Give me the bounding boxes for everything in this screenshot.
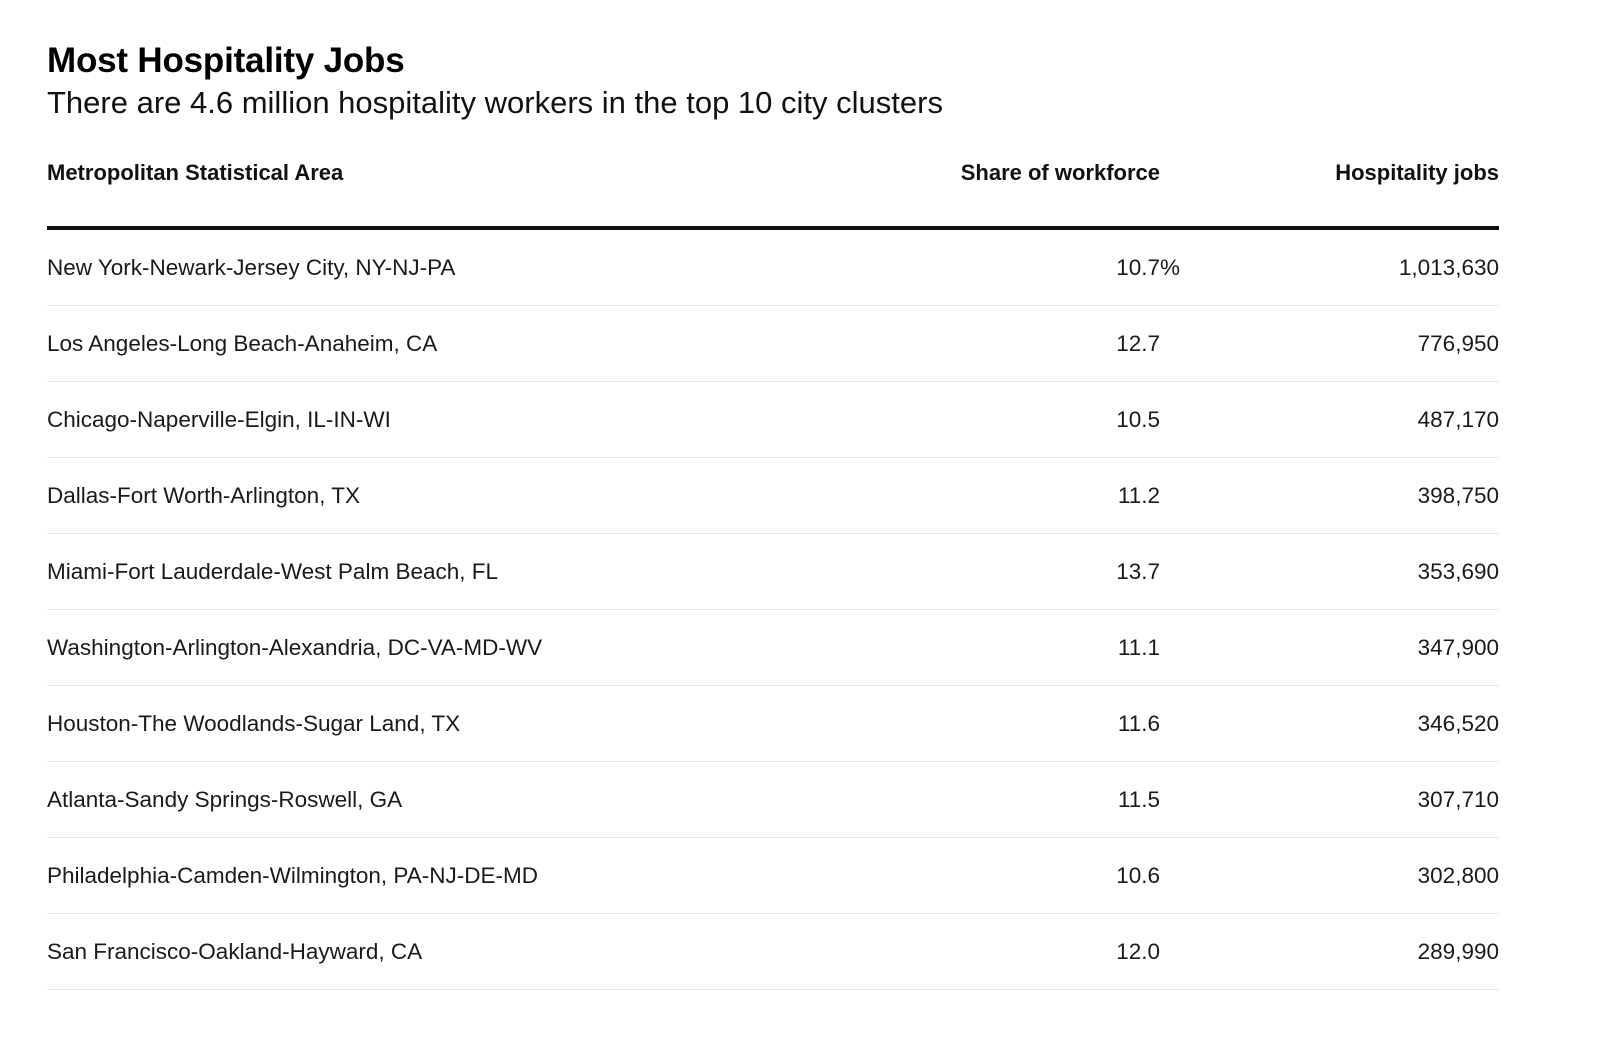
cell-share-value: 11.5 [1117,786,1160,812]
cell-area: Miami-Fort Lauderdale-West Palm Beach, F… [47,533,747,610]
cell-jobs: 346,520 [1181,685,1499,762]
table-row: Philadelphia-Camden-Wilmington, PA-NJ-DE… [47,837,1499,914]
cell-jobs: 1,013,630 [1181,228,1499,306]
cell-share: 12.7 [747,305,1181,382]
cell-area: Atlanta-Sandy Springs-Roswell, GA [47,761,747,838]
data-table: Metropolitan Statistical Area Share of w… [47,152,1499,990]
table-row: Washington-Arlington-Alexandria, DC-VA-M… [47,609,1499,686]
cell-share: 12.0 [747,913,1181,990]
cell-area: Chicago-Naperville-Elgin, IL-IN-WI [47,381,747,458]
cell-share: 11.6 [747,685,1181,762]
cell-jobs: 347,900 [1181,609,1499,686]
cell-area: Houston-The Woodlands-Sugar Land, TX [47,685,747,762]
table-header-row: Metropolitan Statistical Area Share of w… [47,152,1499,230]
cell-area: Philadelphia-Camden-Wilmington, PA-NJ-DE… [47,837,747,914]
table-row: New York-Newark-Jersey City, NY-NJ-PA 10.… [47,228,1499,306]
cell-share-value: 10.7 [1116,254,1160,280]
cell-jobs: 307,710 [1181,761,1499,838]
cell-jobs: 289,990 [1181,913,1499,990]
table-row: Chicago-Naperville-Elgin, IL-IN-WI 10.5 48… [47,381,1499,458]
cell-area: Los Angeles-Long Beach-Anaheim, CA [47,305,747,382]
cell-share: 11.2 [747,457,1181,534]
table-row: Los Angeles-Long Beach-Anaheim, CA 12.7 77… [47,305,1499,382]
cell-area: Washington-Arlington-Alexandria, DC-VA-M… [47,609,747,686]
cell-share-value: 11.6 [1117,710,1160,736]
column-header-share: Share of workforce% [747,152,1181,230]
cell-area: San Francisco-Oakland-Hayward, CA [47,913,747,990]
cell-jobs: 302,800 [1181,837,1499,914]
cell-share-value: 12.0 [1116,938,1160,964]
cell-jobs: 353,690 [1181,533,1499,610]
cell-share-value: 11.2 [1117,482,1160,508]
cell-share-suffix: % [1160,254,1181,280]
chart-subtitle: There are 4.6 million hospitality worker… [47,85,943,120]
column-header-jobs: Hospitality jobs [1181,152,1499,230]
cell-share-value: 10.6 [1116,862,1160,888]
table-row: Houston-The Woodlands-Sugar Land, TX 11.6… [47,685,1499,762]
cell-share: 13.7 [747,533,1181,610]
cell-share-value: 11.1 [1117,634,1160,660]
cell-share: 10.7% [747,228,1181,306]
cell-share-value: 12.7 [1116,330,1160,356]
chart-title: Most Hospitality Jobs [47,41,405,80]
cell-share: 10.5 [747,381,1181,458]
column-header-share-label: Share of workforce [960,160,1160,185]
cell-jobs: 776,950 [1181,305,1499,382]
column-header-area: Metropolitan Statistical Area [47,152,747,230]
cell-share-value: 13.7 [1116,558,1160,584]
cell-area: Dallas-Fort Worth-Arlington, TX [47,457,747,534]
chart-container: Most Hospitality Jobs There are 4.6 mill… [47,38,1499,990]
table-row: San Francisco-Oakland-Hayward, CA 12.0 289… [47,913,1499,990]
table-row: Miami-Fort Lauderdale-West Palm Beach, F… [47,533,1499,610]
cell-share: 10.6 [747,837,1181,914]
table-body: New York-Newark-Jersey City, NY-NJ-PA 10.… [47,228,1499,990]
cell-share: 11.1 [747,609,1181,686]
cell-share-value: 10.5 [1116,406,1160,432]
cell-share: 11.5 [747,761,1181,838]
cell-area: New York-Newark-Jersey City, NY-NJ-PA [47,228,747,306]
cell-jobs: 398,750 [1181,457,1499,534]
cell-jobs: 487,170 [1181,381,1499,458]
table-row: Dallas-Fort Worth-Arlington, TX 11.2 398,7… [47,457,1499,534]
table-row: Atlanta-Sandy Springs-Roswell, GA 11.5 307… [47,761,1499,838]
